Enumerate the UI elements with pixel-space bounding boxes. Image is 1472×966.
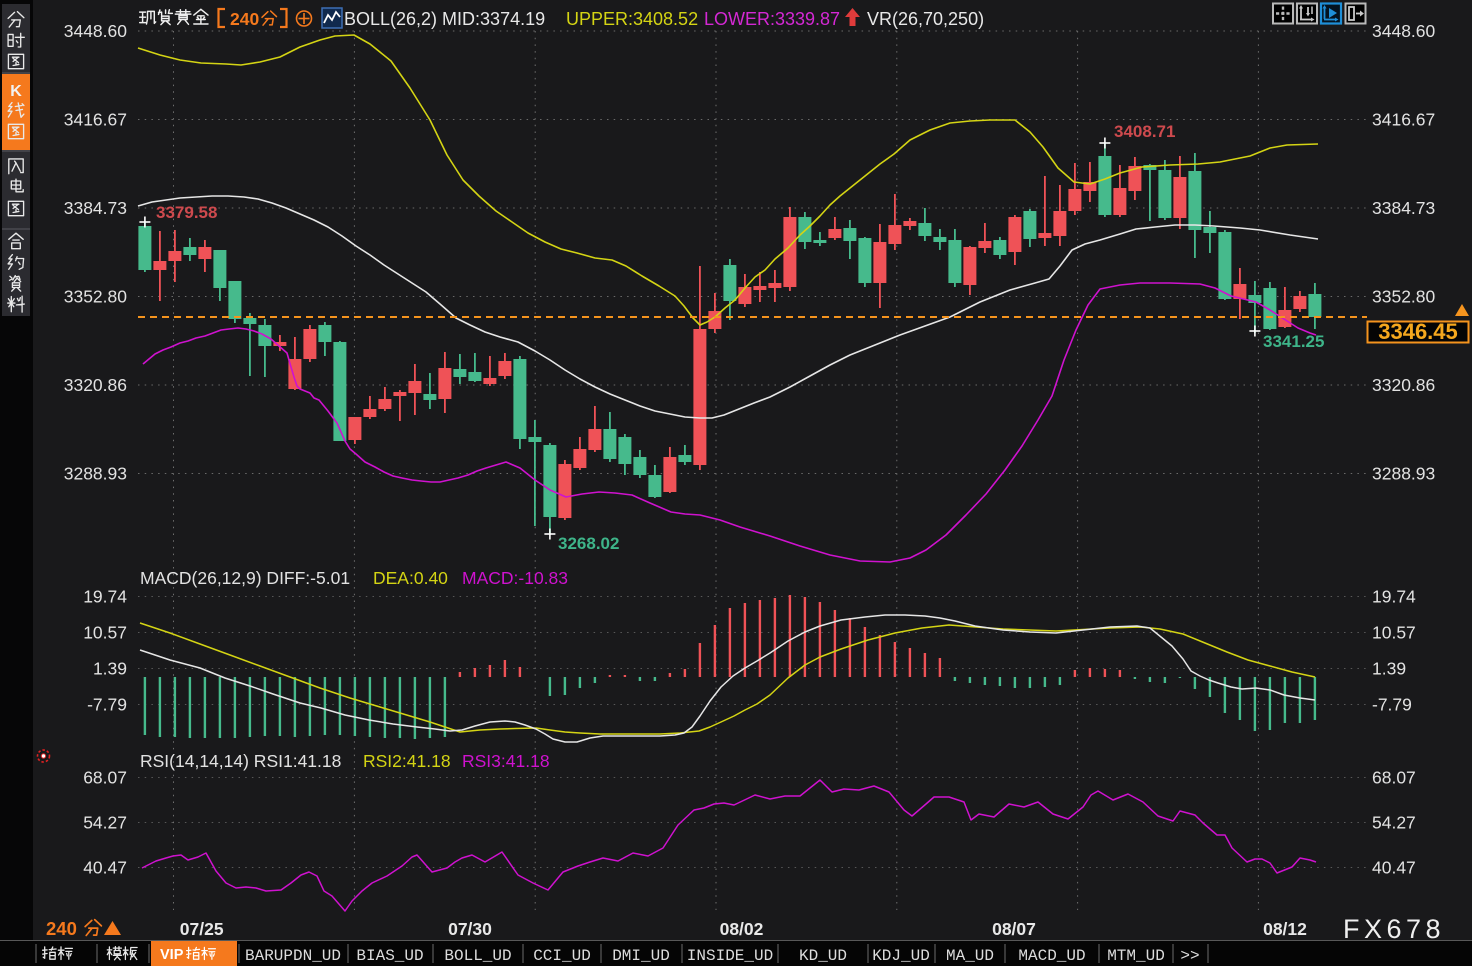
svg-text:08/07: 08/07 bbox=[992, 919, 1036, 939]
svg-text:08/02: 08/02 bbox=[720, 919, 764, 939]
svg-text:40.47: 40.47 bbox=[83, 858, 127, 878]
svg-text:3268.02: 3268.02 bbox=[558, 534, 619, 553]
svg-text:LOWER:3339.87: LOWER:3339.87 bbox=[704, 9, 840, 29]
svg-text:3288.93: 3288.93 bbox=[64, 464, 127, 484]
svg-text:3416.67: 3416.67 bbox=[1372, 110, 1435, 130]
svg-text:1.39: 1.39 bbox=[1372, 659, 1406, 679]
svg-text:3320.86: 3320.86 bbox=[64, 375, 127, 395]
svg-text:3352.80: 3352.80 bbox=[1372, 287, 1436, 307]
svg-text:DMI_UD: DMI_UD bbox=[612, 947, 670, 965]
svg-text:240: 240 bbox=[46, 918, 77, 939]
svg-text:3320.86: 3320.86 bbox=[1372, 375, 1435, 395]
svg-text:54.27: 54.27 bbox=[1372, 813, 1416, 833]
svg-text:MA_UD: MA_UD bbox=[946, 947, 994, 965]
svg-text:3352.80: 3352.80 bbox=[64, 287, 128, 307]
svg-text:240: 240 bbox=[230, 9, 259, 29]
svg-text:3379.58: 3379.58 bbox=[156, 203, 217, 222]
svg-text:BOLL(26,2) MID:3374.19: BOLL(26,2) MID:3374.19 bbox=[344, 9, 545, 29]
svg-text:KD_UD: KD_UD bbox=[799, 947, 847, 965]
svg-text:MACD(26,12,9) DIFF:-5.01: MACD(26,12,9) DIFF:-5.01 bbox=[140, 568, 350, 588]
svg-text:08/12: 08/12 bbox=[1263, 919, 1307, 939]
svg-text:19.74: 19.74 bbox=[1372, 587, 1416, 607]
svg-text:3448.60: 3448.60 bbox=[64, 21, 128, 41]
svg-text:VIP: VIP bbox=[160, 947, 184, 963]
svg-text:DEA:0.40: DEA:0.40 bbox=[373, 568, 448, 588]
svg-text:MACD:-10.83: MACD:-10.83 bbox=[462, 568, 568, 588]
svg-text:3341.25: 3341.25 bbox=[1263, 332, 1324, 351]
svg-text:10.57: 10.57 bbox=[1372, 623, 1416, 643]
svg-text:BIAS_UD: BIAS_UD bbox=[356, 947, 423, 965]
svg-text:-7.79: -7.79 bbox=[87, 695, 127, 715]
svg-text:68.07: 68.07 bbox=[83, 768, 127, 788]
svg-text:40.47: 40.47 bbox=[1372, 858, 1416, 878]
svg-text:MTM_UD: MTM_UD bbox=[1107, 947, 1165, 965]
svg-text:07/30: 07/30 bbox=[448, 919, 492, 939]
svg-text:3416.67: 3416.67 bbox=[64, 110, 127, 130]
svg-text:3346.45: 3346.45 bbox=[1378, 319, 1458, 344]
svg-text:FX678: FX678 bbox=[1343, 914, 1445, 944]
svg-text:-7.79: -7.79 bbox=[1372, 695, 1412, 715]
svg-text:UPPER:3408.52: UPPER:3408.52 bbox=[566, 9, 698, 29]
svg-text:3408.71: 3408.71 bbox=[1114, 122, 1175, 141]
svg-text:3288.93: 3288.93 bbox=[1372, 464, 1435, 484]
svg-text:RSI3:41.18: RSI3:41.18 bbox=[462, 751, 550, 771]
svg-text:3448.60: 3448.60 bbox=[1372, 21, 1436, 41]
svg-text:10.57: 10.57 bbox=[83, 623, 127, 643]
svg-text:RSI(14,14,14) RSI1:41.18: RSI(14,14,14) RSI1:41.18 bbox=[140, 751, 341, 771]
svg-text:3384.73: 3384.73 bbox=[64, 198, 127, 218]
svg-text:>>: >> bbox=[1180, 947, 1199, 965]
svg-text:INSIDE_UD: INSIDE_UD bbox=[687, 947, 773, 965]
svg-text:VR(26,70,250): VR(26,70,250) bbox=[867, 9, 984, 29]
svg-text:3384.73: 3384.73 bbox=[1372, 198, 1435, 218]
svg-text:19.74: 19.74 bbox=[83, 587, 127, 607]
svg-text:1.39: 1.39 bbox=[93, 659, 127, 679]
svg-text:BARUPDN_UD: BARUPDN_UD bbox=[245, 947, 341, 965]
svg-text:07/25: 07/25 bbox=[180, 919, 224, 939]
svg-text:MACD_UD: MACD_UD bbox=[1018, 947, 1085, 965]
svg-text:54.27: 54.27 bbox=[83, 813, 127, 833]
svg-text:BOLL_UD: BOLL_UD bbox=[444, 947, 511, 965]
svg-text:68.07: 68.07 bbox=[1372, 768, 1416, 788]
svg-text:KDJ_UD: KDJ_UD bbox=[872, 947, 930, 965]
svg-text:CCI_UD: CCI_UD bbox=[533, 947, 591, 965]
svg-text:K: K bbox=[10, 83, 22, 100]
svg-text:RSI2:41.18: RSI2:41.18 bbox=[363, 751, 451, 771]
